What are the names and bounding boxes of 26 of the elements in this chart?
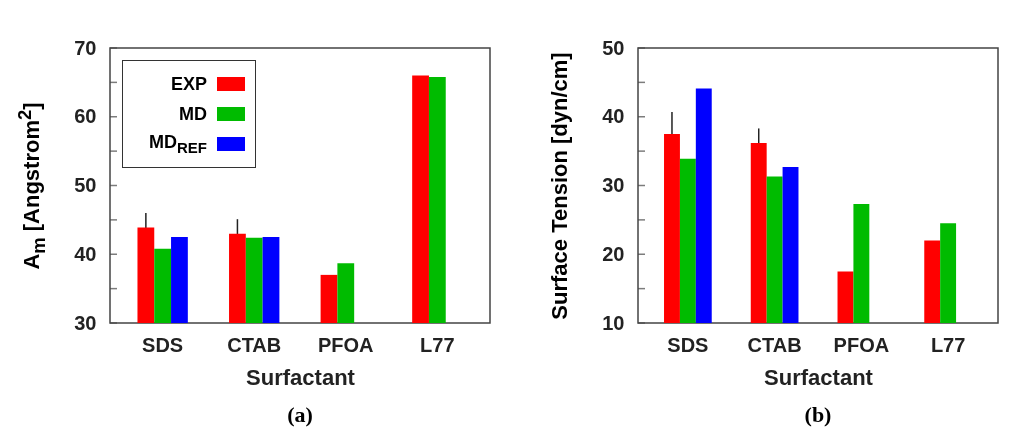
y-tick-label: 40 [602,105,625,128]
x-tick-label: CTAB [227,333,282,356]
y-tick-label: 50 [74,174,97,196]
text: (a) [287,402,313,428]
y-tick-label: 20 [602,242,625,265]
x-tick-label: CTAB [747,333,802,356]
y-tick-label: 10 [602,311,625,334]
x-tick-label: L77 [420,333,455,356]
y-tick-label: 60 [74,105,97,128]
x-tick-label: SDS [142,333,184,356]
legend-label: EXP [170,73,207,95]
text: (b) [804,402,832,428]
x-tick-label: PFOA [318,333,374,356]
y-tick-label: 50 [602,36,625,59]
x-axis-title: Surfactant [246,364,356,390]
x-tick-label: L77 [930,333,966,356]
y-tick-label: 70 [74,36,97,59]
x-axis-title: Surfactant [764,364,874,390]
x-tick-label: PFOA [833,333,890,356]
y-axis-title: Surface Tension [dyn/cm] [547,51,573,320]
y-tick-label: 30 [74,311,97,334]
x-tick-label: SDS [667,333,709,356]
legend-label: MD$_{REF}$ [149,132,207,156]
legend-label: MD [179,103,207,125]
y-tick-label: 40 [74,242,97,265]
y-tick-label: 30 [602,174,625,196]
